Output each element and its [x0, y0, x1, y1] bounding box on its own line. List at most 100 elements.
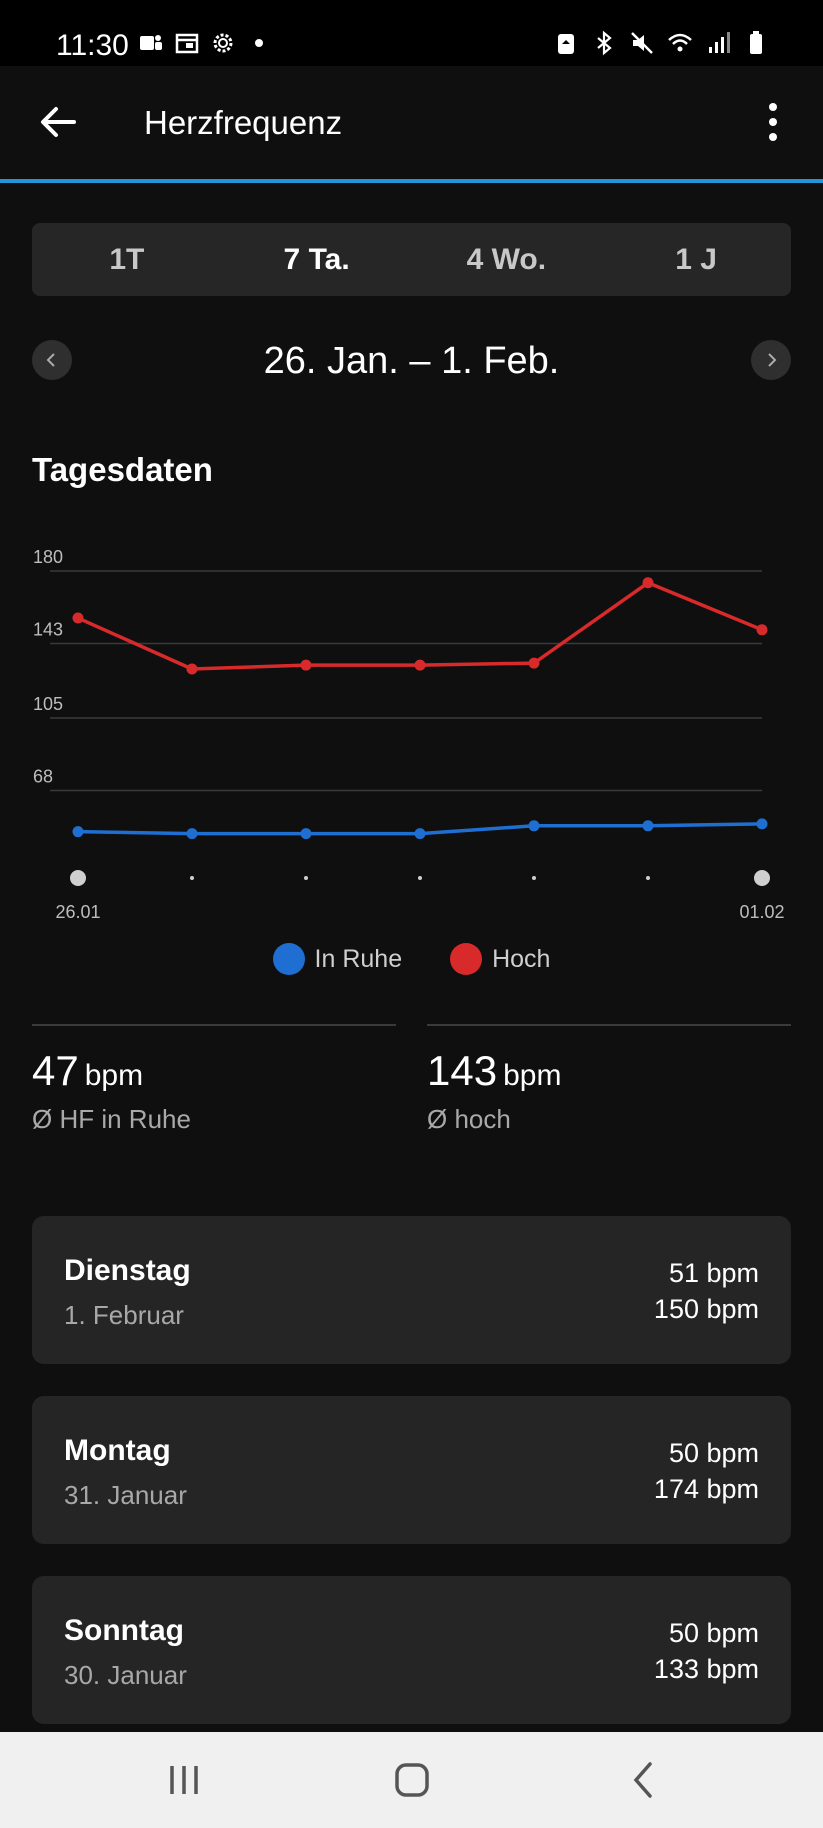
stat-value: 47 [32, 1047, 79, 1094]
day-card-sonntag[interactable]: Sonntag 30. Januar 50 bpm 133 bpm [32, 1576, 791, 1724]
data-point-high [756, 624, 768, 636]
y-tick-label: 68 [33, 767, 53, 787]
legend-label-rest: In Ruhe [314, 944, 403, 973]
day-date: 1. Februar [64, 1300, 184, 1330]
tab-4-weeks[interactable]: 4 Wo. [466, 242, 547, 276]
status-bar: 11:30 [0, 0, 823, 66]
day-rest-value: 50 bpm [668, 1438, 759, 1468]
legend-item-rest: In Ruhe [272, 943, 403, 975]
chart-legend: In Ruhe Hoch [0, 943, 823, 975]
system-nav-bar [0, 1732, 823, 1828]
previous-period-button[interactable] [32, 340, 72, 380]
data-point-high [186, 663, 198, 675]
day-name: Dienstag [64, 1254, 191, 1287]
x-tick-marker [190, 876, 194, 880]
tab-1-day[interactable]: 1T [109, 242, 145, 276]
teams-icon [140, 35, 162, 50]
x-tick-marker [418, 876, 422, 880]
bluetooth-icon [597, 30, 612, 56]
day-card-montag[interactable]: Montag 31. Januar 50 bpm 174 bpm [32, 1396, 791, 1544]
day-date: 30. Januar [64, 1660, 187, 1690]
avg-rest-stat: 47 bpm Ø HF in Ruhe [32, 1024, 396, 1135]
stat-label: Ø hoch [427, 1104, 511, 1134]
more-options-button[interactable] [751, 94, 795, 150]
legend-item-high: Hoch [450, 943, 550, 975]
x-tick-marker [304, 876, 308, 880]
x-tick-label: 01.02 [739, 902, 784, 922]
day-high-value: 174 bpm [653, 1474, 759, 1504]
more-dot-icon [769, 103, 777, 111]
day-high-value: 133 bpm [653, 1654, 759, 1684]
legend-label-high: Hoch [492, 944, 551, 973]
data-point-high [642, 577, 654, 589]
wifi-icon [668, 33, 692, 52]
data-point-rest [300, 828, 312, 840]
chevron-right-icon [768, 353, 777, 367]
data-point-rest [72, 826, 84, 838]
chevron-left-icon [46, 353, 55, 367]
day-rest-value: 50 bpm [668, 1618, 759, 1648]
stat-value-row: 47 bpm [32, 1046, 396, 1096]
stat-unit: bpm [503, 1059, 562, 1092]
x-tick-label: 26.01 [55, 902, 100, 922]
next-period-button[interactable] [751, 340, 791, 380]
mute-icon [631, 32, 653, 54]
y-tick-label: 143 [33, 620, 63, 640]
gear-icon [213, 33, 233, 53]
more-dot-icon [769, 133, 777, 141]
data-point-high [414, 659, 426, 671]
y-tick-label: 105 [33, 694, 63, 714]
stat-unit: bpm [84, 1059, 144, 1092]
legend-swatch-rest [272, 943, 305, 975]
app-bar: Herzfrequenz [0, 66, 823, 179]
battery-saver-icon [558, 34, 574, 54]
data-point-rest [642, 820, 654, 832]
data-point-rest [414, 828, 426, 840]
data-point-high [300, 659, 312, 671]
back-arrow-icon[interactable] [36, 100, 80, 144]
x-tick-marker [754, 870, 770, 886]
legend-swatch-high [450, 943, 483, 975]
date-navigation: 26. Jan. – 1. Feb. [32, 340, 791, 382]
avg-high-stat: 143 bpm Ø hoch [427, 1024, 791, 1135]
status-left-icons [138, 30, 272, 56]
x-tick-marker [532, 876, 536, 880]
x-tick-marker [646, 876, 650, 880]
day-rest-value: 51 bpm [668, 1258, 759, 1288]
stat-value-row: 143 bpm [427, 1046, 791, 1096]
more-dot-icon [769, 118, 777, 126]
status-right-icons [553, 30, 769, 56]
dot-icon [255, 39, 263, 47]
data-point-high [72, 612, 84, 624]
recent-apps-icon[interactable] [162, 1758, 206, 1802]
x-tick-marker [70, 870, 86, 886]
date-range-label: 26. Jan. – 1. Feb. [263, 340, 560, 382]
home-icon[interactable] [390, 1758, 434, 1802]
data-point-rest [528, 820, 540, 832]
tab-7-days[interactable]: 7 Ta. [283, 242, 350, 276]
calendar-icon [175, 33, 199, 54]
data-point-rest [186, 828, 198, 840]
y-tick-label: 180 [33, 547, 63, 567]
day-name: Sonntag [64, 1614, 184, 1647]
back-icon[interactable] [622, 1758, 666, 1802]
battery-icon [750, 31, 762, 54]
tab-1-year[interactable]: 1 J [675, 242, 717, 276]
day-card-dienstag[interactable]: Dienstag 1. Februar 51 bpm 150 bpm [32, 1216, 791, 1364]
signal-icon [709, 32, 730, 53]
page-title: Herzfrequenz [144, 104, 343, 141]
data-point-rest [756, 818, 768, 830]
range-tabs: 1T 7 Ta. 4 Wo. 1 J [32, 223, 791, 296]
day-date: 31. Januar [64, 1480, 187, 1510]
day-high-value: 150 bpm [653, 1294, 759, 1324]
accent-divider [0, 179, 823, 183]
data-point-high [528, 657, 540, 669]
series-line-high [77, 581, 763, 671]
stat-value: 143 [427, 1047, 498, 1094]
heart-rate-chart[interactable]: 68 105 143 180 26.01 01.02 [0, 540, 823, 940]
day-name: Montag [64, 1434, 171, 1467]
summary-stats: 47 bpm Ø HF in Ruhe 143 bpm Ø hoch [32, 1024, 791, 1144]
status-time: 11:30 [56, 29, 129, 62]
section-title: Tagesdaten [32, 451, 213, 488]
stat-label: Ø HF in Ruhe [32, 1104, 191, 1134]
